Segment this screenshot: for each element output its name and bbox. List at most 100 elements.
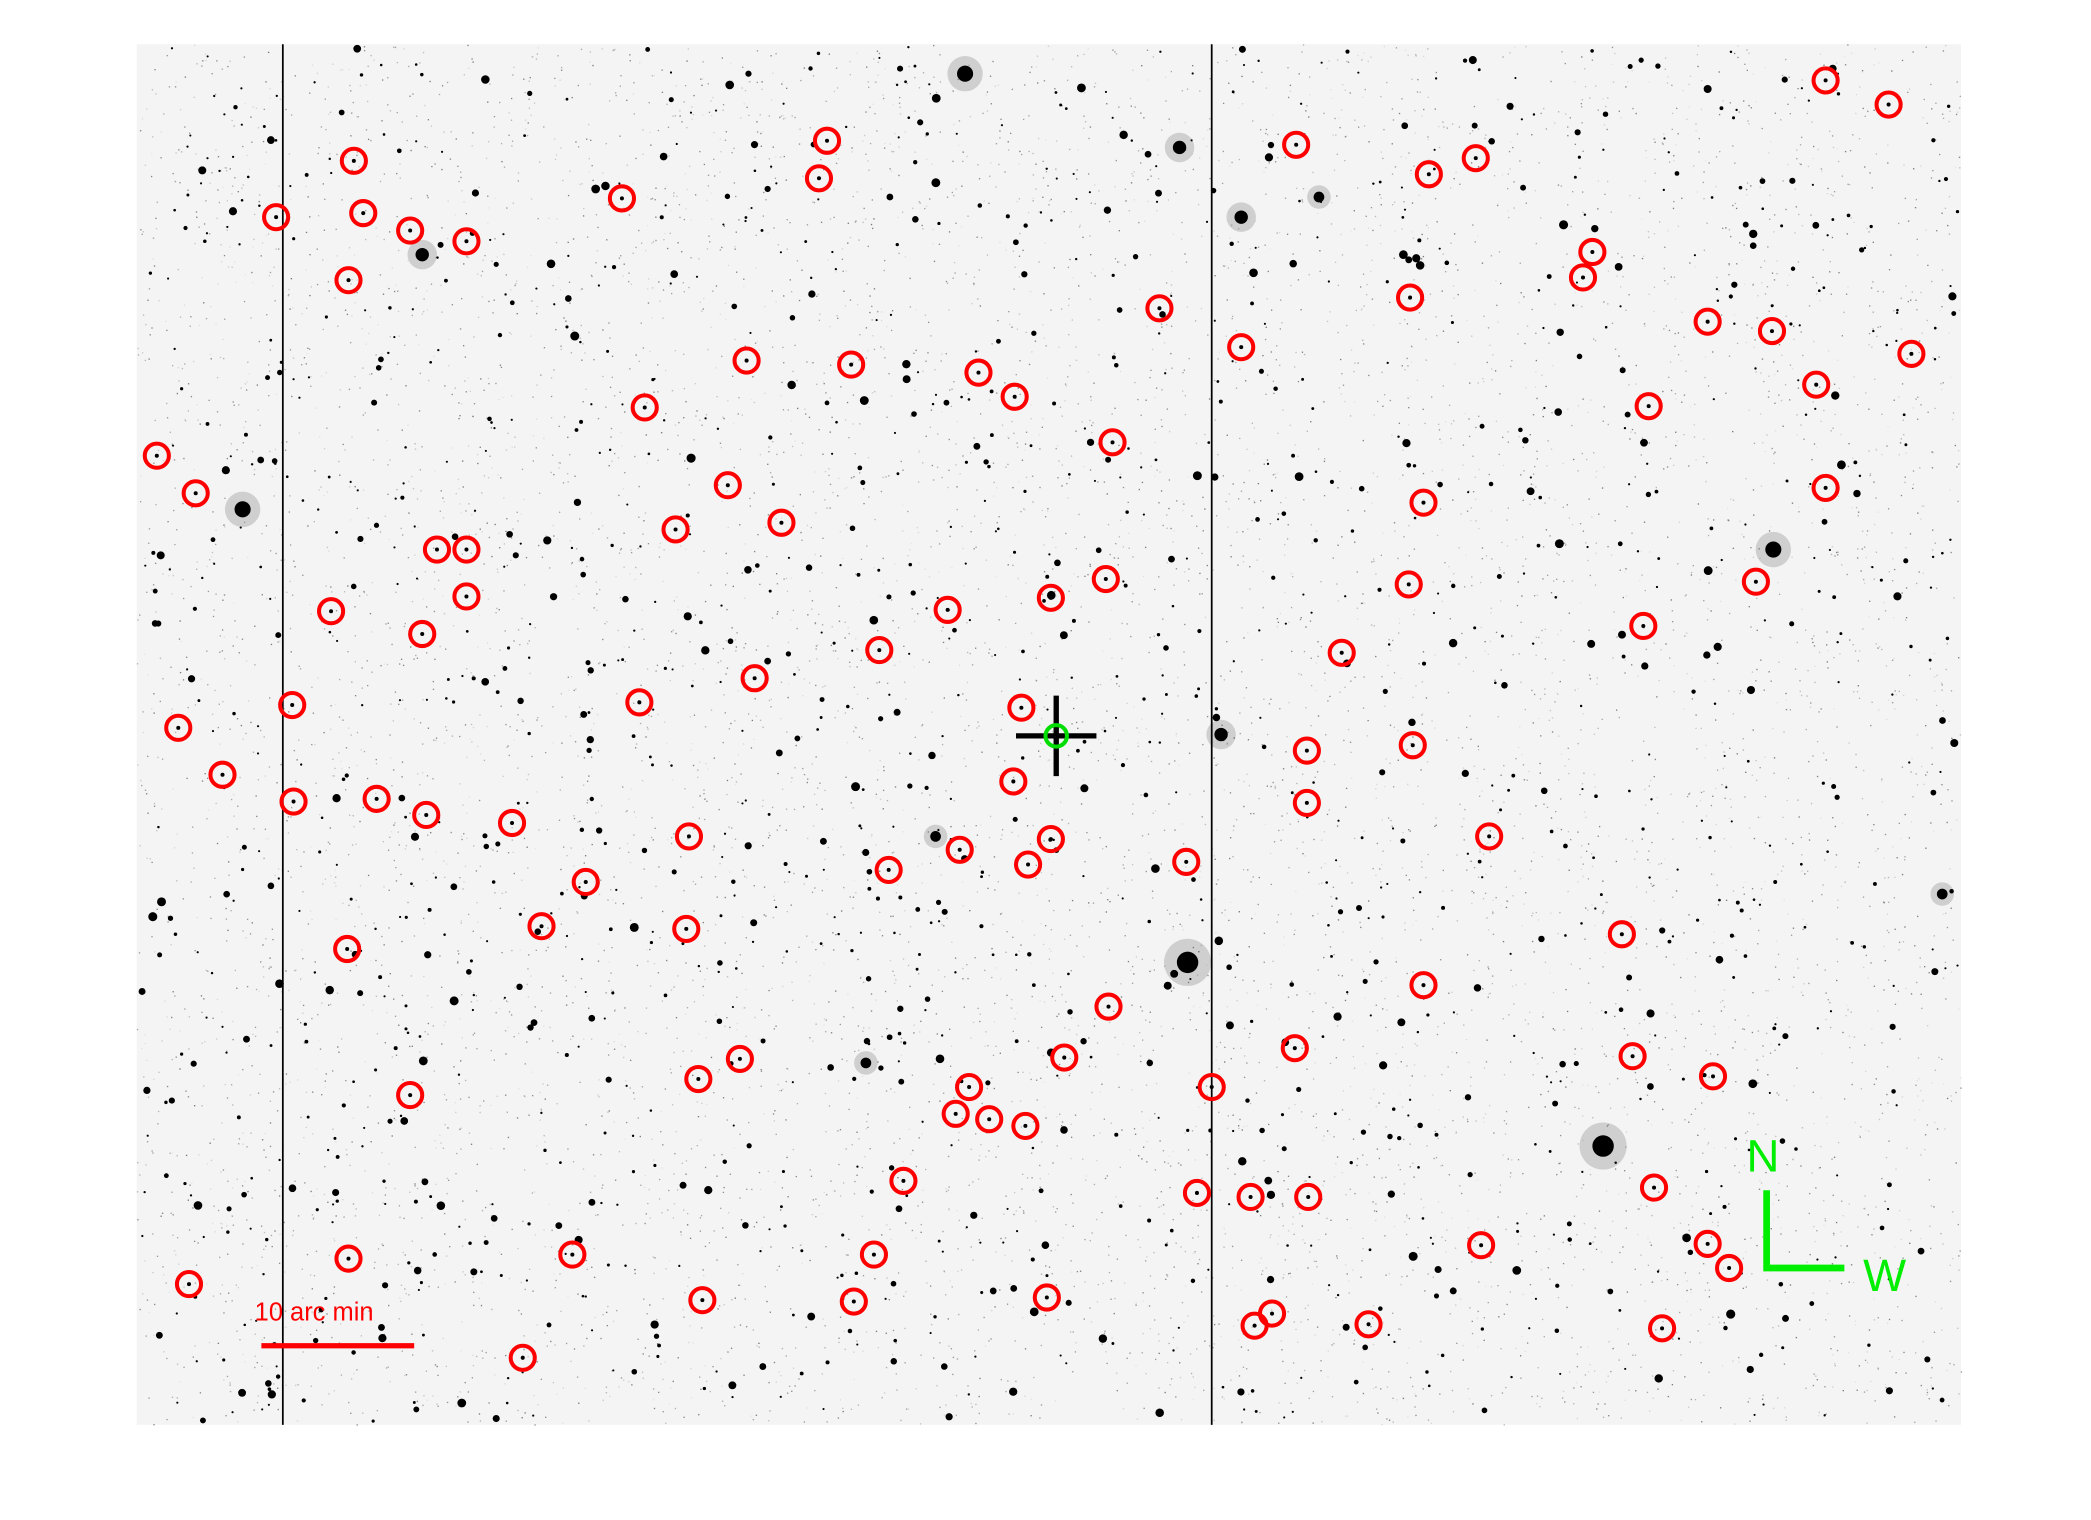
reference-star-circle [452, 582, 481, 611]
reference-star-circle [625, 688, 654, 717]
reference-star [1106, 1004, 1111, 1009]
reference-star-circle [408, 619, 437, 649]
reference-star-circle [1036, 583, 1065, 612]
reference-star-circle [164, 713, 193, 742]
reference-star-circle [527, 912, 556, 941]
reference-star-circle [497, 808, 527, 838]
reference-star [361, 211, 366, 216]
scale-bar: 10 arc min [255, 1298, 415, 1349]
reference-star-circle [339, 146, 368, 175]
reference-star [1727, 1265, 1732, 1271]
reference-star-circle [955, 1072, 984, 1102]
reference-star [1408, 295, 1413, 300]
reference-star-circle [1802, 370, 1831, 399]
reference-star [1590, 249, 1595, 255]
reference-star [510, 820, 515, 826]
reference-star-circle [1648, 1314, 1677, 1343]
bright-star [234, 501, 251, 518]
reference-star [1292, 1046, 1297, 1051]
reference-star [696, 1077, 701, 1082]
reference-star [1023, 1123, 1028, 1128]
reference-star-circle [1145, 294, 1174, 323]
reference-star-circle [1000, 382, 1029, 411]
reference-star-circle [607, 184, 637, 213]
reference-star-circle [740, 664, 769, 693]
reference-star [1823, 78, 1828, 83]
reference-star-circle [1618, 1042, 1647, 1071]
bright-star [930, 831, 941, 842]
reference-star [901, 1178, 906, 1183]
reference-star [1209, 1085, 1214, 1090]
reference-star [434, 547, 439, 552]
reference-star-circle [964, 358, 993, 387]
reference-star-circle [672, 914, 701, 943]
reference-star-circle [558, 1240, 587, 1269]
bright-star [1592, 1135, 1614, 1157]
reference-star-circle [933, 595, 962, 624]
reference-star-circle [839, 1287, 868, 1316]
reference-star-circle [1294, 1182, 1323, 1212]
reference-star-circle [334, 266, 363, 295]
reference-star-circle [1396, 283, 1425, 312]
reference-star-markers [142, 66, 1926, 1372]
reference-star-circle [1409, 488, 1438, 517]
reference-star-circle [1693, 1229, 1722, 1258]
reference-star [1110, 440, 1115, 445]
reference-star [1660, 1326, 1665, 1331]
reference-star [1410, 743, 1415, 748]
reference-star [1711, 1074, 1716, 1079]
reference-star-circle [674, 822, 704, 851]
reference-star [752, 676, 757, 681]
reference-star-circle [1327, 638, 1356, 667]
reference-star-circle [1414, 160, 1443, 189]
reference-star [953, 1111, 958, 1116]
reference-star [1619, 932, 1624, 937]
reference-star [619, 196, 624, 201]
reference-star-circle [1811, 66, 1840, 95]
reference-star-circle [945, 835, 974, 864]
reference-star-circle [422, 535, 452, 564]
reference-star [737, 1056, 742, 1061]
reference-star [1248, 1194, 1253, 1199]
reference-star-circle [1050, 1043, 1079, 1072]
reference-star-circle [571, 867, 600, 897]
reference-star-circle [396, 216, 425, 245]
reference-star-circle [1091, 564, 1120, 594]
reference-star [1580, 275, 1586, 280]
reference-star-circle [1282, 130, 1311, 159]
reference-star [967, 1085, 972, 1090]
reference-star-circle [1634, 392, 1663, 421]
reference-star-circle [1014, 850, 1043, 879]
reference-star [274, 215, 279, 220]
reference-star [464, 547, 469, 552]
reference-star-circle [837, 350, 866, 379]
reference-star-circle [1197, 1072, 1226, 1102]
bright-star [415, 247, 429, 262]
reference-star-circle [1741, 567, 1770, 596]
reference-star-circle [1182, 1178, 1212, 1208]
reference-star [464, 239, 469, 244]
reference-star [345, 946, 350, 952]
reference-star [1194, 1190, 1199, 1195]
reference-star-circle [1568, 263, 1598, 292]
compass: N W [1747, 1130, 1907, 1300]
reference-star [1026, 862, 1031, 867]
reference-star [1641, 623, 1646, 628]
reference-star-circle [804, 164, 834, 193]
reference-star [1705, 319, 1710, 324]
compass-west-label: W [1863, 1250, 1906, 1301]
reference-star-circle [1693, 307, 1722, 336]
reference-star [1487, 834, 1492, 839]
bright-star [1172, 140, 1187, 155]
reference-star-circle [1354, 1310, 1383, 1339]
reference-star [1909, 351, 1914, 356]
reference-star-circle [181, 479, 210, 508]
background-stars [136, 44, 1963, 1426]
reference-star-circle [1240, 1311, 1269, 1340]
reference-star [520, 1355, 525, 1360]
reference-star-circle [688, 1286, 717, 1315]
reference-star [1157, 306, 1162, 311]
reference-star-circle [508, 1343, 537, 1372]
reference-star [1753, 579, 1758, 584]
